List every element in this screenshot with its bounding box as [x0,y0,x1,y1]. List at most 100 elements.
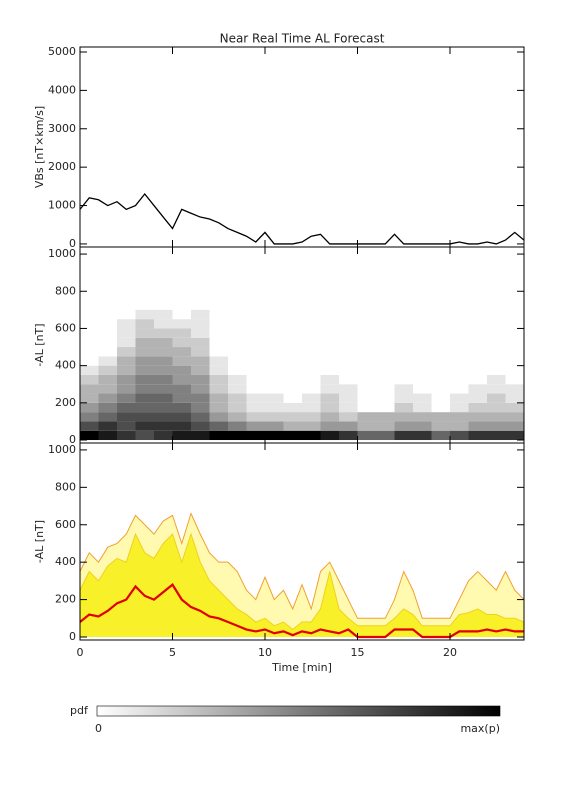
pdf-cell [172,309,191,320]
pdf-cell [209,421,228,431]
pdf-cell [154,393,173,403]
pdf-cell [265,356,284,366]
pdf-cell [394,374,413,385]
pdf-cell [265,337,284,348]
pdf-cell [191,337,210,348]
pdf-cell [394,365,413,375]
pdf-cell [228,393,247,403]
x-tick-label: 0 [77,646,84,659]
pdf-cell [450,365,469,375]
band-edge [79,532,525,631]
pdf-cell [228,421,247,431]
pdf-cell [468,430,487,441]
pdf-cell [394,412,413,422]
y-tick-label: 600 [55,321,76,334]
pdf-cell [135,384,154,394]
y-axis-label: VBs [nT×km/s] [33,106,46,188]
pdf-cell [246,356,265,366]
y-tick-label: 5000 [48,45,76,58]
pdf-cell [302,430,321,441]
pdf-cell [487,384,506,394]
pdf-cell [450,347,469,357]
pdf-cell [431,328,450,338]
pdf-cell [117,337,136,348]
panel [80,309,524,441]
pdf-cell [413,328,432,338]
pdf-cell [154,337,173,348]
pdf-cell [487,337,506,348]
pdf-cell [98,309,117,320]
plot-frame [79,46,525,248]
pdf-cell [320,393,339,403]
pdf-cell [191,347,210,357]
pdf-cell [357,337,376,348]
pdf-cell [228,374,247,385]
pdf-cell [302,365,321,375]
pdf-cell [98,412,117,422]
pdf-cell [357,384,376,394]
pdf-cell [228,365,247,375]
colorbar [96,705,501,717]
plot-frame [79,442,525,641]
pdf-cell [505,430,524,441]
pdf-cell [487,347,506,357]
pdf-cell [468,365,487,375]
y-tick-label: 2000 [48,160,76,173]
pdf-cell [209,365,228,375]
pdf-cell [413,384,432,394]
pdf-cell [450,430,469,441]
pdf-cell [209,393,228,403]
pdf-cell [487,402,506,413]
pdf-cell [80,347,99,357]
pdf-cell [283,374,302,385]
x-tick-label: 5 [169,646,176,659]
pdf-cell [339,374,358,385]
pdf-cell [80,412,99,422]
pdf-cell [450,374,469,385]
pdf-cell [117,421,136,431]
y-axis-label: -AL [nT] [33,520,46,563]
y-axis-label: -AL [nT] [33,323,46,366]
pdf-cell [320,412,339,422]
pdf-cell [450,393,469,403]
pdf-cell [468,328,487,338]
pdf-cell [413,309,432,320]
pdf-cell [487,393,506,403]
pdf-cell [431,393,450,403]
pdf-cell [320,337,339,348]
pdf-cell [413,319,432,329]
pdf-cell [172,430,191,441]
pdf-cell [320,347,339,357]
pdf-cell [450,337,469,348]
pdf-cell [339,430,358,441]
pdf-cell [505,365,524,375]
pdf-cell [487,319,506,329]
pdf-cell [302,347,321,357]
pdf-cell [487,356,506,366]
pdf-cell [302,421,321,431]
pdf-cell [450,319,469,329]
pdf-cell [320,365,339,375]
x-tick-label: 15 [351,646,365,659]
pdf-cell [135,309,154,320]
pdf-cell [246,393,265,403]
pdf-cell [431,319,450,329]
pdf-cell [302,337,321,348]
pdf-cell [320,356,339,366]
pdf-cell [172,328,191,338]
pdf-cell [117,328,136,338]
pdf-cell [228,384,247,394]
pdf-cell [320,402,339,413]
pdf-cell [505,347,524,357]
pdf-cell [376,356,395,366]
pdf-cell [468,309,487,320]
pdf-cell [413,365,432,375]
pdf-cell [431,402,450,413]
pdf-cell [191,402,210,413]
pdf-cell [320,384,339,394]
pdf-cell [135,365,154,375]
pdf-cell [376,374,395,385]
pdf-cell [357,374,376,385]
pdf-cell [117,430,136,441]
pdf-cell [339,356,358,366]
